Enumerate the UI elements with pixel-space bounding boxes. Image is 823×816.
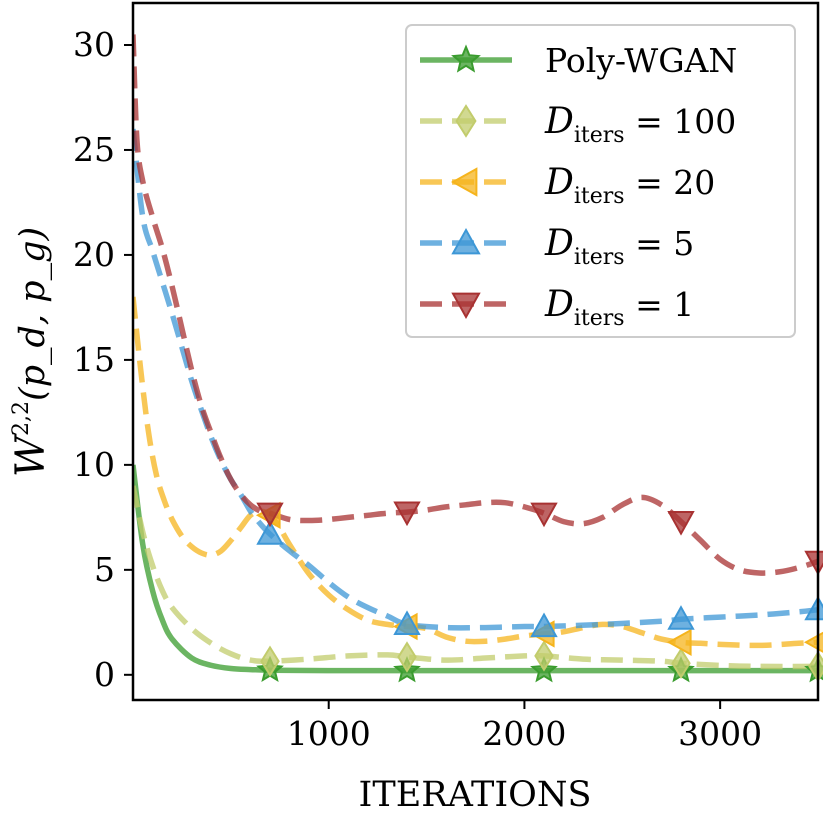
legend-label-0: Poly-WGAN xyxy=(545,41,737,80)
series-4-marker-3 xyxy=(667,511,695,536)
series-line-1 xyxy=(133,485,818,670)
series-1-marker-3 xyxy=(671,647,691,679)
series-4-marker-2 xyxy=(530,502,558,528)
series-4-marker-1 xyxy=(393,501,421,527)
series-3-marker-0 xyxy=(256,520,284,545)
series-1-marker-0 xyxy=(260,645,280,677)
series-3-marker-1 xyxy=(393,610,421,635)
legend-marker-0 xyxy=(451,44,481,73)
series-line-3 xyxy=(133,128,818,631)
legend-marker-3 xyxy=(451,227,481,255)
legend-label-1: Diters = 100 xyxy=(544,101,736,148)
x-tick-label-0: 1000 xyxy=(287,714,371,753)
legend-marker-4 xyxy=(451,292,481,320)
legend-label-2: Diters = 20 xyxy=(544,162,715,209)
legend-marker-2 xyxy=(450,167,478,197)
x-axis-title: ITERATIONS xyxy=(359,775,592,815)
svg-text:W2,2(p_d, p_g): W2,2(p_d, p_g) xyxy=(8,227,54,477)
legend-label-4: Diters = 1 xyxy=(544,284,694,331)
y-axis-title-main: W xyxy=(8,433,54,477)
y-tick-label-4: 20 xyxy=(73,235,115,274)
series-line-2 xyxy=(133,296,818,649)
legend-box xyxy=(405,24,796,338)
x-tick-label-1: 2000 xyxy=(482,714,566,753)
x-axis: 1000 2000 3000 xyxy=(287,700,762,753)
y-tick-label-2: 10 xyxy=(73,445,115,484)
legend-label-3: Diters = 5 xyxy=(544,223,694,270)
legend-entries: Poly-WGAN Diters = 100 Diters = 20 Diters =… xyxy=(420,41,737,331)
y-tick-label-3: 15 xyxy=(73,340,115,379)
series-3-marker-2 xyxy=(530,612,558,638)
y-axis-title-sup: 2,2 xyxy=(9,401,34,436)
y-tick-label-6: 30 xyxy=(73,25,115,64)
legend: Poly-WGAN Diters = 100 Diters = 20 Diters =… xyxy=(405,24,796,338)
series-3-marker-3 xyxy=(667,605,695,630)
y-axis-title: W2,2(p_d, p_g) xyxy=(8,227,54,477)
y-tick-label-1: 5 xyxy=(94,550,115,589)
y-tick-label-0: 0 xyxy=(94,655,115,694)
series-line-0 xyxy=(133,464,818,674)
series-2-marker-3 xyxy=(666,628,692,656)
y-axis-title-args: (p_d, p_g) xyxy=(13,227,53,401)
series-1-marker-1 xyxy=(397,641,417,673)
series-1-marker-2 xyxy=(534,640,554,672)
x-tick-label-2: 3000 xyxy=(678,714,762,753)
y-tick-label-5: 25 xyxy=(73,130,115,169)
legend-marker-1 xyxy=(455,104,477,138)
y-axis: 0 5 10 15 20 25 30 xyxy=(73,25,133,694)
series-4-marker-0 xyxy=(256,502,284,528)
plot-frame xyxy=(131,1,820,702)
series-2-marker-4 xyxy=(803,631,823,653)
